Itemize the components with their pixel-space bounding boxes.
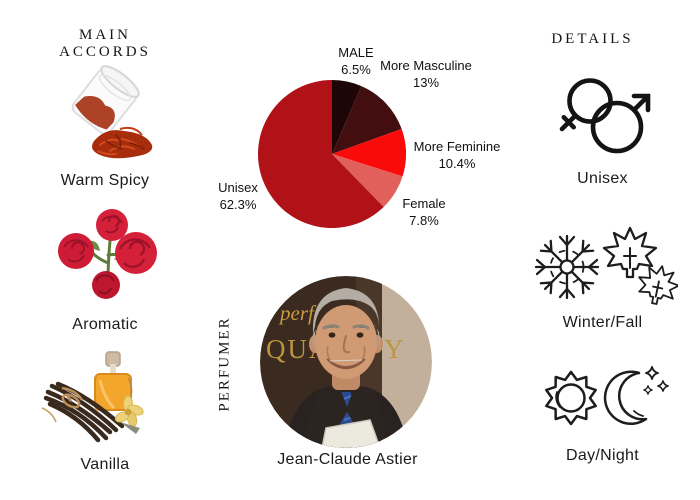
warm-spicy-saffron-image bbox=[71, 65, 153, 159]
maple-leaf-icon-small bbox=[638, 265, 678, 305]
pie-slice-male bbox=[332, 80, 362, 154]
unisex-gender-icon bbox=[559, 78, 651, 154]
svg-text:Y: Y bbox=[384, 334, 404, 364]
pie-label-more-masculine: More Masculine 13% bbox=[380, 58, 472, 90]
day-night-icons bbox=[545, 366, 669, 426]
pie-label-more-feminine: More Feminine 10.4% bbox=[413, 139, 501, 171]
vanilla-image bbox=[41, 351, 144, 443]
detail-label-unisex: Unisex bbox=[577, 170, 628, 187]
detail-label-day-night: Day/Night bbox=[566, 447, 639, 464]
accord-label-aromatic: Aromatic bbox=[72, 316, 138, 333]
pie-label-unisex: Unisex 62.3% bbox=[218, 180, 258, 212]
perfumer-photo: perf QUA Y bbox=[260, 276, 432, 448]
pie-label-male: MALE 6.5% bbox=[338, 45, 374, 77]
detail-label-winter-fall: Winter/Fall bbox=[562, 314, 643, 331]
stars-icon bbox=[643, 366, 669, 395]
svg-text:perf: perf bbox=[278, 301, 317, 325]
details-heading: DETAILS bbox=[551, 31, 634, 47]
snowflake-icon bbox=[534, 234, 600, 300]
aromatic-roses-image bbox=[58, 209, 157, 299]
pie-slice-more-masculine bbox=[332, 86, 402, 154]
pie-label-female: Female 7.8% bbox=[402, 196, 446, 228]
pie-slice-more-feminine bbox=[332, 128, 406, 177]
sun-icon bbox=[545, 370, 597, 426]
main-accords-heading: MAIN ACCORDS bbox=[59, 27, 151, 60]
maple-leaf-icon bbox=[602, 226, 658, 279]
crescent-moon-icon bbox=[603, 370, 648, 425]
male-symbol-icon bbox=[590, 93, 651, 154]
accord-label-vanilla: Vanilla bbox=[80, 456, 130, 473]
accord-label-warm-spicy: Warm Spicy bbox=[60, 172, 150, 189]
pie-slice-female bbox=[332, 154, 403, 207]
gender-pie-chart bbox=[258, 80, 406, 228]
female-symbol-icon bbox=[559, 78, 613, 132]
winter-fall-icons bbox=[534, 226, 678, 305]
perfumer-heading: PERFUMER bbox=[216, 316, 233, 412]
perfumer-name: Jean-Claude Astier bbox=[277, 451, 418, 468]
pie-slice-unisex bbox=[258, 80, 384, 228]
